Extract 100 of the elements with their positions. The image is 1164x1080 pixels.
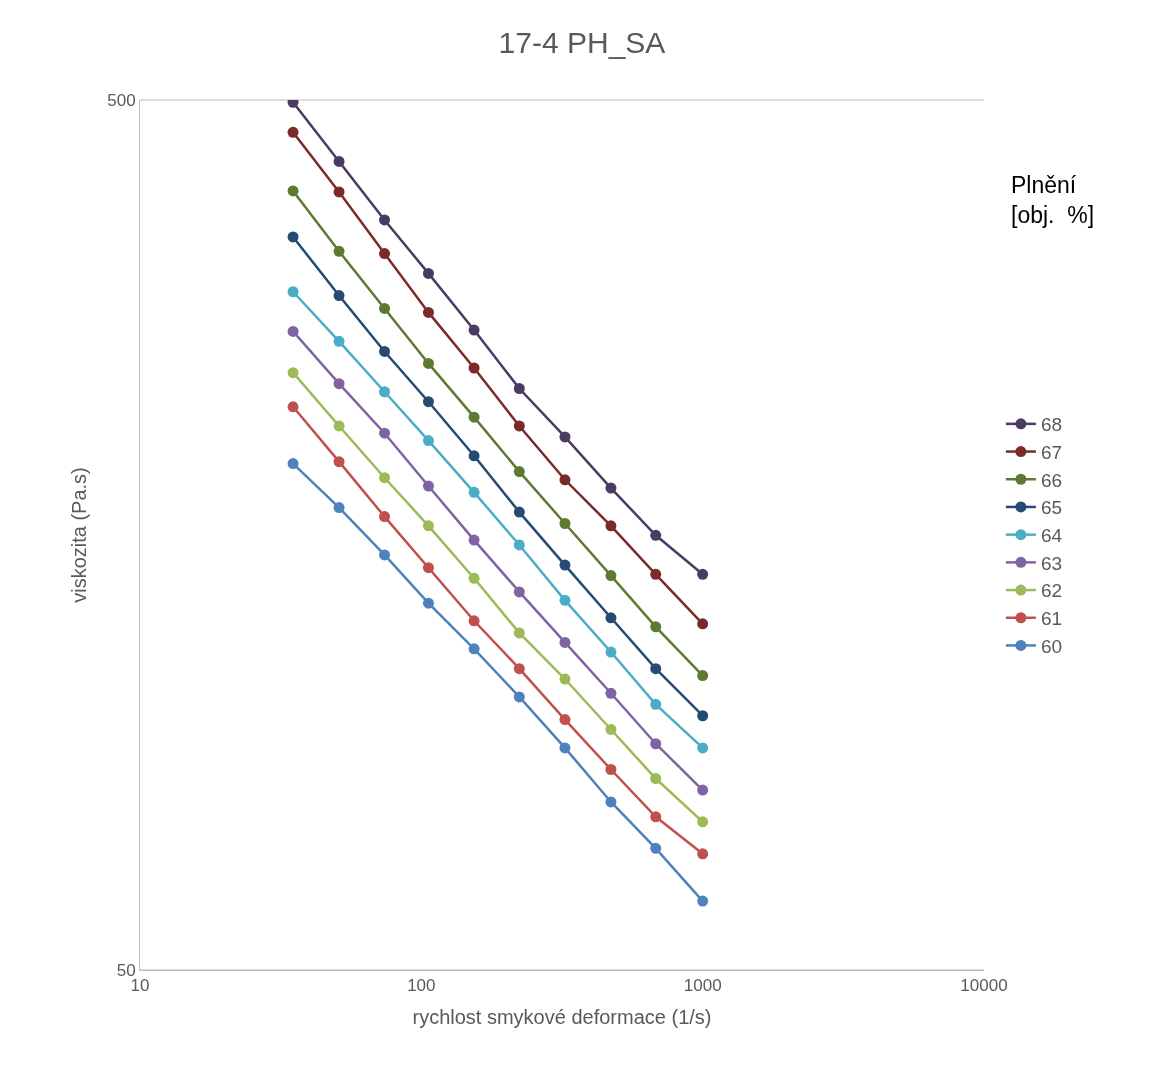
point [605,723,617,735]
legend-label: 67 [1040,441,1063,463]
point [513,539,525,551]
point [559,673,571,685]
y-tick-label: 500 [107,90,136,110]
legend-title: Plnění [obj. %] [1011,172,1095,228]
point [605,687,617,699]
point [513,466,525,478]
point [513,506,525,518]
point [605,612,617,624]
legend-label: 62 [1040,580,1063,602]
point [697,670,709,682]
point [559,431,571,443]
point [422,597,434,609]
point [468,411,480,423]
point [468,450,480,462]
x-tick-label: 1000 [683,976,722,996]
point [697,784,709,796]
point [559,594,571,606]
point [468,572,480,584]
point [697,816,709,828]
point [650,621,662,633]
point [379,345,391,357]
point [697,568,709,580]
point [422,267,434,279]
point [513,383,525,394]
point [605,764,617,776]
x-axis-title: rychlost smykové deformace (1/s) [412,1005,712,1028]
point [605,646,617,658]
point [333,335,345,347]
point [422,396,434,408]
point [422,480,434,492]
point [605,570,617,582]
point [422,435,434,447]
point [468,643,480,655]
point [468,486,480,498]
point [379,386,391,398]
point [287,231,299,243]
point [650,529,662,541]
point [697,742,709,754]
point [559,714,571,726]
point [697,848,709,860]
point [605,520,617,532]
point [650,811,662,823]
point [287,286,299,298]
point [287,458,299,470]
legend-label: 65 [1040,497,1063,519]
point [650,738,662,750]
point [605,482,617,494]
point [513,627,525,639]
point [333,456,345,468]
point [559,474,571,486]
legend-label: 64 [1040,525,1063,547]
point [559,518,571,529]
y-axis-title: viskozita (Pa.s) [67,467,90,603]
point [697,895,709,907]
point [422,520,434,532]
point [697,710,709,722]
point [468,324,480,336]
legend-label: 61 [1040,608,1063,630]
point [333,290,345,302]
point [468,362,480,374]
point [333,186,345,198]
point [287,325,299,337]
point [379,472,391,484]
point [287,401,299,413]
point [333,420,345,432]
point [468,534,480,546]
point [513,663,525,675]
point [650,773,662,785]
chart-title: 17-4 PH_SA [498,26,666,60]
point [650,842,662,854]
x-tick-label: 100 [407,976,436,996]
point [333,378,345,390]
point [513,691,525,703]
legend-label: 68 [1040,414,1063,436]
point [513,420,525,432]
point [379,302,391,314]
point [605,796,617,808]
point [333,502,345,514]
point [422,306,434,318]
point [513,586,525,598]
point [559,742,571,754]
point [422,357,434,369]
point [379,549,391,561]
point [287,367,299,379]
point [379,427,391,439]
point [379,248,391,260]
point [379,214,391,226]
legend-label: 60 [1040,635,1063,657]
point [559,559,571,571]
point [333,245,345,257]
point [422,562,434,574]
point [468,615,480,627]
point [697,618,709,630]
point [650,698,662,710]
point [333,155,345,167]
legend-label: 66 [1040,469,1063,491]
point [559,636,571,648]
point [287,185,299,197]
